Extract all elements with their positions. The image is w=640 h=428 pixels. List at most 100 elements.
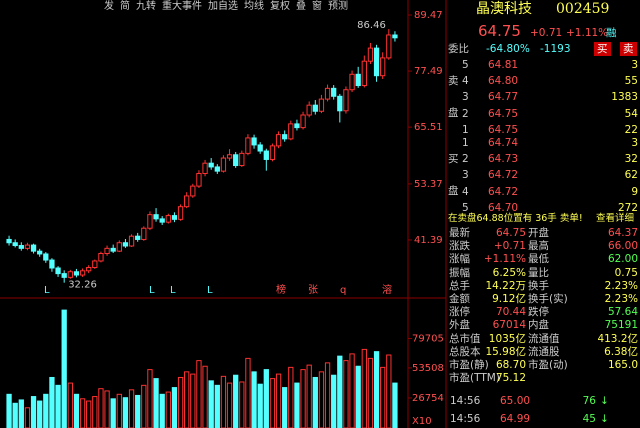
candle-body [380,57,386,77]
candle-body [294,123,300,129]
text: 流通股 [528,345,560,358]
candle-body [202,162,208,174]
candle-body [245,137,251,154]
candle-body [128,235,135,247]
text: 5 [462,201,469,214]
volume-bar [306,364,312,428]
volume-bar [282,387,288,428]
text: 换手 [528,279,549,292]
candle-body [196,172,202,187]
text: 0.75 [614,266,638,279]
volume-bar [30,396,37,428]
candle-body [37,250,43,255]
candle-body [86,267,92,272]
volume-bar [214,384,220,428]
volume-bar [349,353,355,428]
text: 6.38亿 [604,345,638,358]
volume-bar [86,400,92,428]
toolbar-button[interactable]: 复权 [270,1,290,12]
text: 64.99 [500,413,531,425]
candle-body [386,34,392,59]
text: 4 [462,75,469,88]
volume-bar [337,355,343,428]
text: 1383 [611,91,638,104]
text: 委比 [448,43,469,55]
text: 2.23% [604,293,638,305]
detail-link[interactable]: 查看详细 [596,213,635,224]
volume-bar [190,373,196,428]
candle-body [49,259,55,269]
marker: L [44,285,50,296]
candle-body [337,95,343,112]
text: 最低 [528,253,549,266]
text: 3 [462,91,469,104]
toolbar-button[interactable]: 九转 [136,1,156,12]
candle-body [233,154,239,167]
candle-body [355,73,361,87]
toolbar-button[interactable]: 预测 [328,1,348,12]
volume-bar [220,375,227,428]
text: 64.70 [488,201,519,214]
candle-body [24,244,31,249]
candle-body [30,244,37,252]
toolbar-button[interactable]: 叠 [296,1,306,12]
text: -1193 [540,43,571,55]
text: 54 [624,107,638,120]
volume-bar [171,387,178,428]
volume-bar [92,396,98,428]
toolbar-button[interactable]: 重大事件 [162,1,202,12]
text: 2.23% [604,279,638,292]
volume-bar [245,357,251,428]
text: 卖 [448,75,459,87]
text: 67014 [492,319,526,332]
text: 换手(实) [528,293,568,305]
candle-body [98,252,104,262]
text: 5 [462,59,469,71]
toolbar-button[interactable]: 发 [104,1,114,12]
text: 3 [631,59,638,71]
text: 64.75 [488,123,519,136]
candle-body [141,227,147,240]
volume-bar [226,382,233,428]
text: 64.81 [488,59,519,71]
buy-button[interactable]: 买 [594,42,611,56]
toolbar: 发简九转 重大事件 加自选 均线 复权叠窗预测 [104,0,354,14]
volume-bar [110,398,116,428]
text: 1 [462,123,469,136]
text: 413.2亿 [597,332,638,345]
candle-body [122,242,129,247]
volume-bar [202,365,208,428]
text: 64.72 [488,185,519,198]
candle-body [43,253,49,261]
volume-bar [331,374,337,428]
toolbar-button[interactable]: 均线 [244,1,264,12]
volume-bar [275,373,282,428]
toolbar-button[interactable]: 简 [120,1,130,12]
sell-button[interactable]: 卖 [620,42,637,56]
text: 64.80 [488,75,519,88]
text: 4 [462,185,469,198]
candle-body [6,238,12,244]
text: 市盈(TTM) [449,372,500,385]
text: 6.25% [492,266,526,279]
marker: 溶 [382,283,392,296]
toolbar-button[interactable]: 窗 [312,1,322,12]
volume-bar [128,389,135,428]
volume-bar [135,394,141,428]
candle-body [110,247,116,252]
text: 9.12亿 [492,293,526,305]
text: 64.75 [495,227,526,239]
marker: 榜 [276,283,286,296]
candle-body [269,145,276,160]
candle-body [282,134,288,140]
candle-body [257,144,263,152]
marker: L [207,285,213,296]
text: 32 [624,153,638,166]
text: 65.00 [500,395,531,407]
toolbar-button[interactable]: 加自选 [208,1,238,12]
candle-body [239,152,245,167]
candle-body [12,242,18,247]
text: 1 [462,137,469,149]
candle-body [300,114,306,129]
